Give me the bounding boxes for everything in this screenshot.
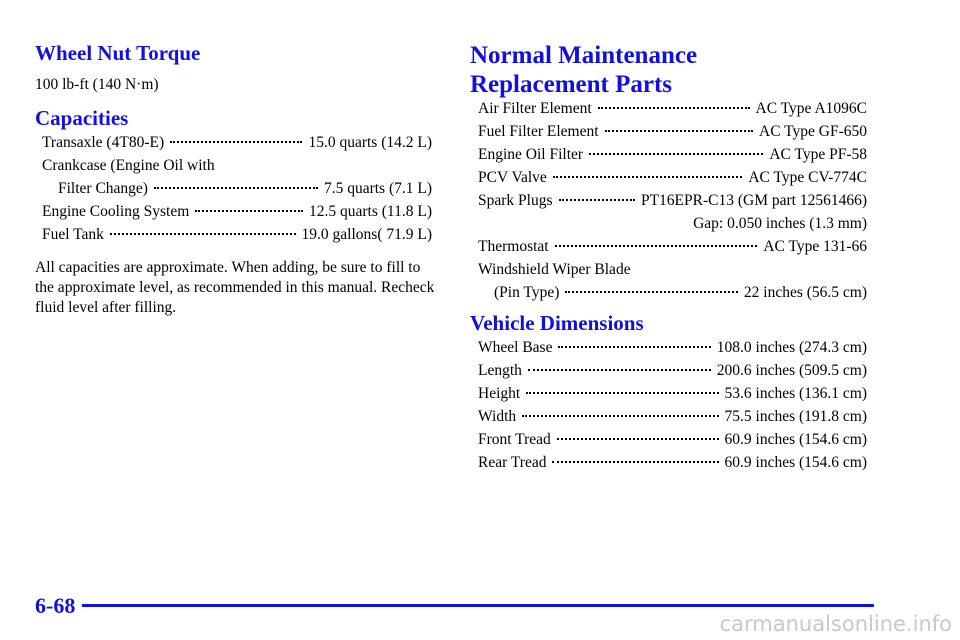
item-label: Rear Tread xyxy=(478,454,547,471)
leader xyxy=(552,176,743,178)
item-value: PT16EPR-C13 (GM part 12561466) xyxy=(640,192,867,209)
row: Spark Plugs PT16EPR-C13 (GM part 12561466… xyxy=(478,192,867,215)
item-value: AC Type PF-58 xyxy=(769,146,867,163)
row: Engine Oil Filter AC Type PF-58 xyxy=(478,146,867,169)
dimensions-list: Wheel Base 108.0 inches (274.3 cm) Length 2… xyxy=(478,339,867,477)
row: Fuel Tank 19.0 gallons( 71.9 L) xyxy=(42,226,432,249)
section-title: Wheel Nut Torque xyxy=(35,41,201,65)
leader xyxy=(522,415,719,417)
row: Air Filter Element AC Type A1096C xyxy=(478,100,867,123)
item-value: 15.0 quarts (14.2 L) xyxy=(308,134,432,151)
item-value: 12.5 quarts (11.8 L) xyxy=(309,203,432,220)
section-title: Normal Maintenance Replacement Parts xyxy=(470,41,697,99)
page-number: 6-68 xyxy=(35,593,76,618)
item-value: 7.5 quarts (7.1 L) xyxy=(323,180,432,197)
item-value: AC Type CV-774C xyxy=(748,169,867,186)
section-title: Vehicle Dimensions xyxy=(470,311,644,335)
row: Wheel Base 108.0 inches (274.3 cm) xyxy=(478,339,867,362)
item-value: 108.0 inches (274.3 cm) xyxy=(716,339,867,356)
item-label: Length xyxy=(478,362,522,379)
item-value: 60.9 inches (154.6 cm) xyxy=(724,431,867,448)
item-label: Fuel Filter Element xyxy=(478,123,599,140)
leader xyxy=(109,233,296,235)
leader xyxy=(565,291,738,293)
row: Filter Change) 7.5 quarts (7.1 L) xyxy=(42,180,432,203)
item-label: Height xyxy=(478,385,521,402)
footer-rule xyxy=(82,604,874,607)
title-line: Replacement Parts xyxy=(470,71,673,98)
row: (Pin Type) 22 inches (56.5 cm) xyxy=(478,284,867,307)
leader xyxy=(554,245,758,247)
item-value: 75.5 inches (191.8 cm) xyxy=(724,408,867,425)
item-label: Crankcase (Engine Oil with xyxy=(42,157,215,174)
item-label: Thermostat xyxy=(478,238,549,255)
leader xyxy=(589,153,764,155)
leader xyxy=(552,461,719,463)
row: Crankcase (Engine Oil with xyxy=(42,157,432,180)
item-label: Front Tread xyxy=(478,431,551,448)
row: Width 75.5 inches (191.8 cm) xyxy=(478,408,867,431)
title-line: Normal Maintenance xyxy=(470,42,698,69)
row: Engine Cooling System 12.5 quarts (11.8 L… xyxy=(42,203,432,226)
row: Thermostat AC Type 131-66 xyxy=(478,238,867,261)
item-label: Engine Cooling System xyxy=(42,203,190,220)
row: Height 53.6 inches (136.1 cm) xyxy=(478,385,867,408)
row: Transaxle (4T80-E) 15.0 quarts (14.2 L) xyxy=(42,134,432,157)
row: Windshield Wiper Blade xyxy=(478,261,867,284)
item-value: AC Type 131-66 xyxy=(763,238,867,255)
leader xyxy=(558,199,635,201)
item-value: AC Type A1096C xyxy=(755,100,867,117)
item-label: Air Filter Element xyxy=(478,100,592,117)
watermark: carmanualsonline.info xyxy=(719,612,952,636)
item-value: 200.6 inches (509.5 cm) xyxy=(716,362,867,379)
leader xyxy=(153,187,318,189)
row: Fuel Filter Element AC Type GF-650 xyxy=(478,123,867,146)
item-value: 53.6 inches (136.1 cm) xyxy=(724,385,867,402)
leader xyxy=(558,346,711,348)
item-label: Spark Plugs xyxy=(478,192,553,209)
item-label: Filter Change) xyxy=(58,180,148,197)
leader xyxy=(170,141,303,143)
leader xyxy=(526,392,719,394)
item-label: Wheel Base xyxy=(478,339,553,356)
item-label: (Pin Type) xyxy=(494,284,560,301)
item-label: Transaxle (4T80-E) xyxy=(42,134,165,151)
item-value: 19.0 gallons( 71.9 L) xyxy=(301,226,432,243)
row: PCV Valve AC Type CV-774C xyxy=(478,169,867,192)
note: All capacities are approximate. When add… xyxy=(35,259,435,316)
torque-value: 100 lb-ft (140 N·m) xyxy=(35,76,159,93)
row: Rear Tread 60.9 inches (154.6 cm) xyxy=(478,454,867,477)
parts-list: Air Filter Element AC Type A1096C Fuel Fil… xyxy=(478,100,867,307)
leader xyxy=(604,130,753,132)
row: Length 200.6 inches (509.5 cm) xyxy=(478,362,867,385)
item-label: Fuel Tank xyxy=(42,226,104,243)
leader xyxy=(597,107,750,109)
leader xyxy=(556,438,719,440)
leader xyxy=(527,369,711,371)
item-label: Engine Oil Filter xyxy=(478,146,584,163)
item-label: PCV Valve xyxy=(478,169,547,186)
item-value: 22 inches (56.5 cm) xyxy=(743,284,867,301)
item-value: AC Type GF-650 xyxy=(759,123,867,140)
item-label: Windshield Wiper Blade xyxy=(478,261,631,278)
row: Front Tread 60.9 inches (154.6 cm) xyxy=(478,431,867,454)
capacities-list: Transaxle (4T80-E) 15.0 quarts (14.2 L) Cr… xyxy=(42,134,432,249)
item-label: Width xyxy=(478,408,517,425)
leader xyxy=(195,210,304,212)
item-value: 60.9 inches (154.6 cm) xyxy=(724,454,867,471)
item-value: Gap: 0.050 inches (1.3 mm) xyxy=(693,215,867,232)
section-title: Capacities xyxy=(35,106,129,130)
